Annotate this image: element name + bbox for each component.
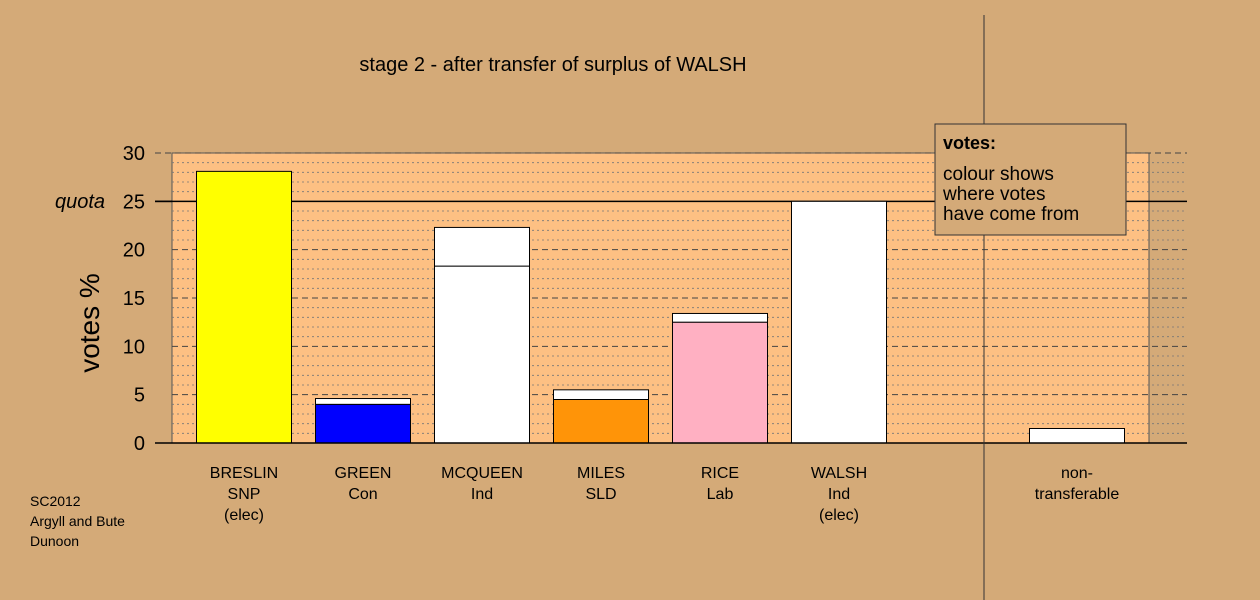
category-label: GREEN [335, 465, 392, 482]
bar-base-votes [791, 200, 887, 444]
y-axis-label: votes % [74, 273, 105, 373]
category-label: MILES [577, 465, 625, 482]
bar-transferred-votes [434, 226, 530, 267]
footer-note: SC2012 Argyll and Bute Dunoon [30, 493, 125, 549]
category-label: Lab [707, 486, 734, 503]
category-label: Ind [471, 486, 493, 503]
legend-title: votes: [943, 133, 996, 153]
category-label: Ind [828, 486, 850, 503]
legend: votes: colour shows where votes have com… [934, 123, 1127, 236]
y-tick-labels: 0 5 10 15 20 25 30 [123, 143, 172, 455]
y-tick-label: 5 [134, 385, 145, 407]
category-label: non- [1061, 465, 1093, 482]
y-tick-label: 15 [123, 288, 145, 310]
category-label: SNP [228, 486, 261, 503]
y-tick-label: 30 [123, 143, 145, 165]
y-tick-label: 25 [123, 191, 145, 213]
chart-title: stage 2 - after transfer of surplus of W… [359, 54, 746, 76]
category-label: WALSH [811, 465, 867, 482]
y-tick-label: 20 [123, 240, 145, 262]
bar-base-votes [434, 265, 530, 444]
footer-line: SC2012 [30, 493, 81, 509]
legend-line: where votes [942, 184, 1045, 205]
bar-transferred-votes [672, 312, 768, 323]
category-label: Con [348, 486, 377, 503]
bar-transferred-votes [553, 389, 649, 401]
bar-base-votes [196, 170, 292, 444]
legend-box [934, 123, 1127, 236]
bar-base-votes [315, 403, 411, 444]
category-label: SLD [585, 486, 616, 503]
category-label: MCQUEEN [441, 465, 523, 482]
category-label: BRESLIN [210, 465, 278, 482]
bar-base-votes [672, 321, 768, 444]
footer-line: Dunoon [30, 533, 79, 549]
bar-transferred-votes [1029, 428, 1125, 444]
category-label: transferable [1035, 486, 1120, 503]
bar-base-votes [553, 399, 649, 444]
y-tick-label: 10 [123, 336, 145, 358]
quota-label: quota [55, 191, 105, 213]
category-label: RICE [701, 465, 739, 482]
y-tick-label: 0 [134, 433, 145, 455]
footer-line: Argyll and Bute [30, 513, 125, 529]
category-labels: BRESLIN SNP (elec) GREEN Con MCQUEEN Ind MILES S… [210, 465, 1120, 524]
legend-line: colour shows [943, 164, 1054, 185]
bars [196, 170, 1125, 444]
bar-transferred-votes [315, 398, 411, 405]
category-label: (elec) [819, 507, 859, 524]
category-label: (elec) [224, 507, 264, 524]
legend-line: have come from [943, 204, 1079, 225]
